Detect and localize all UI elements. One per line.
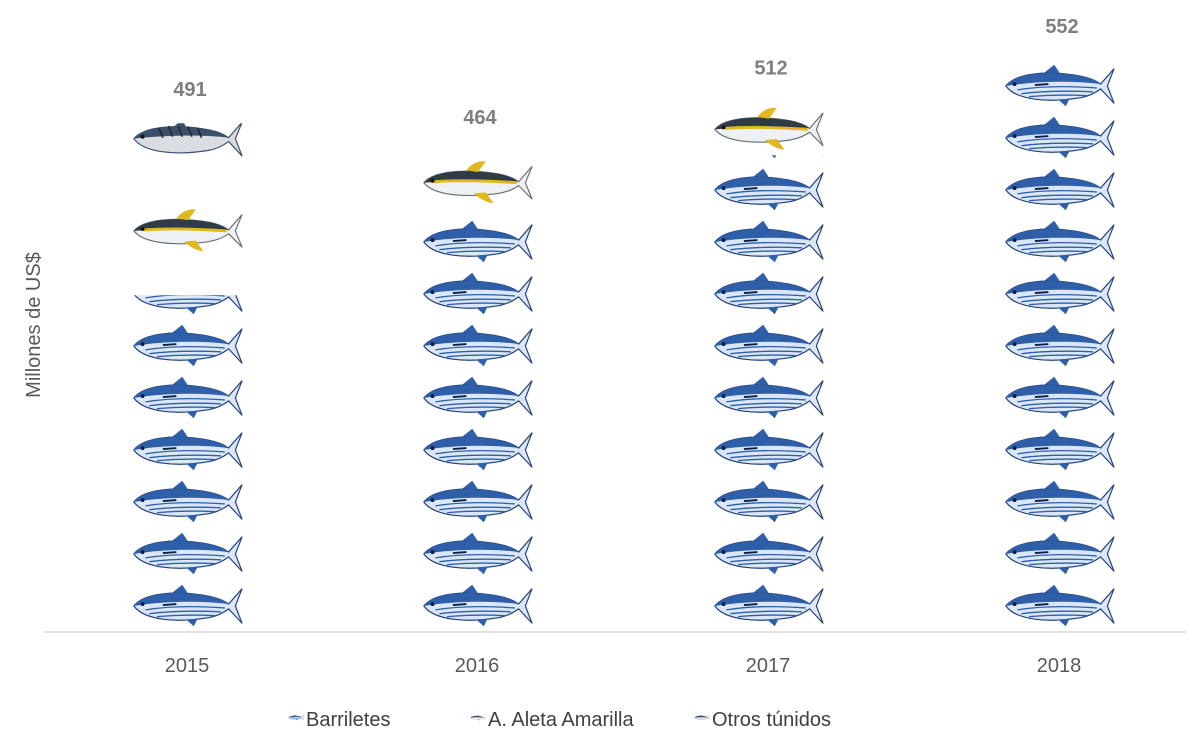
skipjack-tuna-icon bbox=[713, 583, 825, 628]
skipjack-tuna-icon bbox=[132, 583, 244, 628]
skipjack-tuna-icon bbox=[1004, 271, 1116, 316]
legend-label-otros-tunidos: Otros túnidos bbox=[712, 709, 831, 731]
skipjack-tuna-icon bbox=[132, 427, 244, 472]
x-tick-2015: 2015 bbox=[165, 655, 210, 677]
skipjack-tuna-icon bbox=[1004, 531, 1116, 576]
skipjack-tuna-icon bbox=[422, 323, 534, 368]
skipjack-tuna-icon bbox=[132, 479, 244, 524]
skipjack-tuna-icon bbox=[1004, 427, 1116, 472]
x-tick-labels-layer: 2015 2016 2017 2018 bbox=[165, 655, 1082, 677]
legend-yellowfin-tuna-icon bbox=[470, 714, 486, 721]
skipjack-tuna-icon bbox=[1004, 167, 1116, 212]
total-label-2016: 464 bbox=[463, 107, 497, 129]
skipjack-tuna-icon bbox=[1004, 479, 1116, 524]
skipjack-tuna-icon bbox=[713, 167, 825, 212]
skipjack-tuna-icon bbox=[1004, 375, 1116, 420]
bar-otros-tunidos-2015 bbox=[132, 123, 244, 158]
bar-barriletes-2018 bbox=[1004, 63, 1116, 628]
y-axis-label: Millones de US$ bbox=[23, 252, 45, 398]
skipjack-tuna-icon bbox=[713, 427, 825, 472]
bar-barriletes-2015 bbox=[132, 295, 244, 628]
striped-tuna-icon bbox=[132, 123, 244, 158]
skipjack-tuna-icon bbox=[422, 219, 534, 264]
skipjack-tuna-icon bbox=[713, 323, 825, 368]
skipjack-tuna-icon bbox=[713, 479, 825, 524]
skipjack-tuna-icon bbox=[422, 375, 534, 420]
bar-a-aleta-amarilla-2016 bbox=[424, 161, 532, 203]
skipjack-tuna-icon bbox=[713, 375, 825, 420]
yellowfin-tuna-icon bbox=[134, 209, 242, 251]
skipjack-tuna-icon bbox=[713, 219, 825, 264]
legend-label-barriletes: Barriletes bbox=[306, 709, 390, 731]
legend-label-a-aleta-amarilla: A. Aleta Amarilla bbox=[488, 709, 635, 731]
legend: Barriletes A. Aleta Amarilla Otros túnidos bbox=[288, 709, 831, 731]
yellowfin-tuna-icon bbox=[424, 161, 532, 203]
legend-striped-tuna-icon bbox=[694, 714, 710, 721]
total-label-2015: 491 bbox=[173, 79, 206, 101]
bar-barriletes-2016 bbox=[422, 219, 534, 628]
x-tick-2016: 2016 bbox=[455, 655, 500, 677]
bar-a-aleta-amarilla-2015 bbox=[134, 209, 242, 251]
skipjack-tuna-icon bbox=[422, 531, 534, 576]
bars-layer bbox=[132, 63, 1116, 628]
skipjack-tuna-icon bbox=[132, 375, 244, 420]
skipjack-tuna-icon bbox=[422, 271, 534, 316]
skipjack-tuna-icon bbox=[132, 323, 244, 368]
bar-barriletes-2017 bbox=[713, 155, 825, 628]
total-labels-layer: 491 464 512 552 bbox=[173, 16, 1078, 129]
skipjack-tuna-icon bbox=[132, 531, 244, 576]
skipjack-tuna-icon bbox=[132, 295, 244, 316]
skipjack-tuna-icon bbox=[422, 427, 534, 472]
skipjack-tuna-icon bbox=[1004, 323, 1116, 368]
yellowfin-tuna-icon bbox=[713, 106, 825, 152]
skipjack-tuna-icon bbox=[1004, 219, 1116, 264]
total-label-2017: 512 bbox=[754, 57, 787, 79]
skipjack-tuna-icon bbox=[422, 479, 534, 524]
skipjack-tuna-icon bbox=[713, 271, 825, 316]
total-label-2018: 552 bbox=[1045, 16, 1078, 38]
x-tick-2017: 2017 bbox=[746, 655, 791, 677]
legend-skipjack-tuna-icon bbox=[288, 714, 304, 721]
skipjack-tuna-icon bbox=[1004, 63, 1116, 108]
skipjack-tuna-icon bbox=[713, 531, 825, 576]
bar-a-aleta-amarilla-2017 bbox=[713, 106, 825, 152]
skipjack-tuna-icon bbox=[422, 583, 534, 628]
skipjack-tuna-icon bbox=[1004, 583, 1116, 628]
skipjack-tuna-icon bbox=[1004, 115, 1116, 160]
x-tick-2018: 2018 bbox=[1037, 655, 1082, 677]
